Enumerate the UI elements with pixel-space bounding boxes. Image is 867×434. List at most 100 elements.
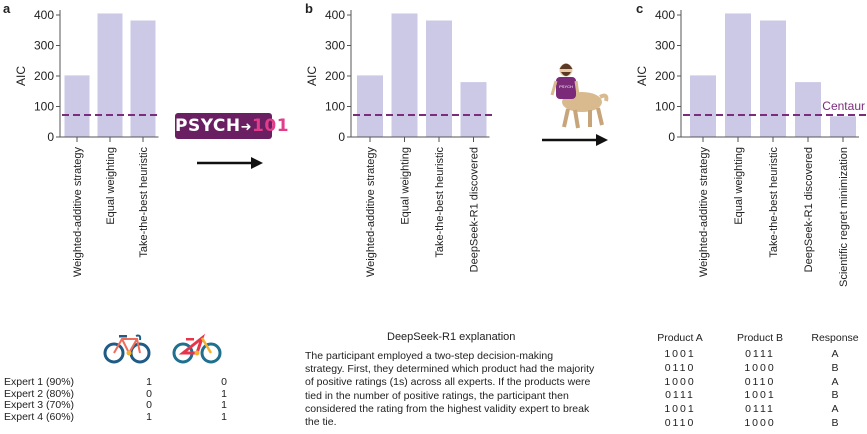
table-row: 1001 0111 A [640,403,867,417]
arrow-right-icon [542,134,608,146]
x-tick-label: Take-the-best heuristic [138,147,150,258]
x-tick-label: Scientific regret minimization [838,147,850,287]
y-tick-label: 100 [655,100,675,114]
y-tick-label: 200 [655,69,675,83]
bar [130,20,156,138]
rating-product-b: 1 [221,410,227,423]
rating-product-b: 1 [221,399,227,411]
product-b-cell: 1000 [744,416,776,429]
y-tick-label: 0 [668,130,675,144]
panel-letter-c: c [636,1,644,16]
product-b-cell: 1000 [744,361,776,374]
y-tick-label: 300 [655,39,675,53]
y-tick-label: 300 [325,39,345,53]
product-b-cell: 0111 [745,403,775,416]
rating-product-b: 0 [221,376,227,388]
chart-panel-a: 0 100 200 300 400 AIC Weighted-additive strate… [14,8,159,278]
y-axis-label: AIC [14,66,28,86]
response-cell: B [831,389,839,402]
y-tick-label: 400 [325,8,345,22]
table-row: Expert 4 (60%) 1 1 [4,410,269,424]
y-tick-label: 400 [655,8,675,22]
table-row: 1001 0111 A [640,348,867,362]
product-response-table: Product A Product B Response 1001 0111 A… [640,332,867,431]
product-a-cell: 0110 [664,361,696,374]
x-tick-label: Weighted-additive strategy [72,147,84,278]
svg-text:PSYCH: PSYCH [559,84,573,89]
x-tick-label: Take-the-best heuristic [434,147,446,258]
bar [830,116,856,137]
bar [64,75,90,137]
bar [690,75,716,137]
response-cell: B [831,361,839,374]
y-axis-label: AIC [305,66,319,86]
product-a-cell: 0111 [665,389,695,402]
rating-product-a: 0 [146,387,152,400]
expert-ratings-table: Expert 1 (90%) 1 0 Expert 2 (80%) 0 1 Ex… [4,376,269,424]
bar [357,75,383,137]
product-b-cell: 0111 [745,348,775,360]
table-row: 0110 1000 B [640,362,867,376]
expert-label: Expert 1 (90%) [4,376,75,388]
rating-product-b: 1 [221,387,227,400]
product-a-cell: 1001 [664,348,696,360]
response-cell: A [831,348,839,360]
x-tick-label: Equal weighting [400,147,412,225]
bar [460,82,487,137]
explanation-body: The participant employed a two-step deci… [305,350,595,429]
table-row: Expert 3 (70%) 0 1 [4,399,269,412]
expert-label: Expert 4 (60%) [4,410,75,423]
centaur-illustration-icon: PSYCH [550,63,609,129]
bar [391,13,418,138]
expert-label: Expert 2 (80%) [4,387,75,400]
bar [795,82,821,137]
y-tick-label: 100 [34,100,54,114]
x-tick-label: DeepSeek-R1 discovered [803,147,815,272]
y-tick-label: 200 [34,69,54,83]
response-cell: A [831,403,839,416]
product-a-cell: 0110 [664,416,696,429]
product-b-cell: 0110 [744,375,776,388]
table-row: 1000 0110 A [640,376,867,390]
chart-panel-b: 0 100 200 300 400 AIC Weighted-additive strate… [305,8,493,277]
header-product-b: Product B [736,332,784,344]
mountain-bike-icon [172,333,222,364]
header-product-a: Product A [657,332,703,344]
product-b-cell: 1001 [744,389,776,402]
y-tick-label: 200 [325,69,345,83]
logo-text-101: 101 [252,116,290,136]
x-tick-label: Equal weighting [105,147,117,225]
arrow-right-icon [197,157,263,169]
psych101-logo: PSYCH➜101 [175,113,289,139]
panel-letter-b: b [305,1,313,16]
rating-product-a: 1 [146,376,152,388]
bar [97,13,123,138]
explanation-title: DeepSeek-R1 explanation [387,331,516,343]
expert-label: Expert 3 (70%) [4,399,75,411]
panel-letter-a: a [3,1,11,16]
table-row: 0110 1000 B [640,417,867,431]
logo-text-psych: PSYCH [175,116,241,136]
y-tick-label: 0 [47,130,54,144]
x-tick-label: Weighted-additive strategy [698,147,710,278]
bar [426,20,452,138]
y-axis-label: AIC [635,66,649,86]
y-tick-label: 100 [325,100,345,114]
product-a-cell: 1001 [664,403,696,416]
rating-product-a: 1 [146,410,152,423]
response-cell: B [831,416,839,429]
header-response: Response [811,332,859,344]
table-row: 0111 1001 B [640,389,867,403]
y-tick-label: 400 [34,8,54,22]
response-cell: A [831,375,839,388]
table-row: Expert 2 (80%) 0 1 [4,387,269,401]
table-row: Expert 1 (90%) 1 0 [4,376,269,389]
bar [725,13,751,138]
x-tick-label: DeepSeek-R1 discovered [469,147,481,272]
y-tick-label: 300 [34,39,54,53]
product-a-cell: 1000 [664,375,696,388]
x-tick-label: Take-the-best heuristic [768,147,780,258]
rating-product-a: 0 [146,399,152,411]
bar [760,20,786,138]
x-tick-label: Equal weighting [733,147,745,225]
